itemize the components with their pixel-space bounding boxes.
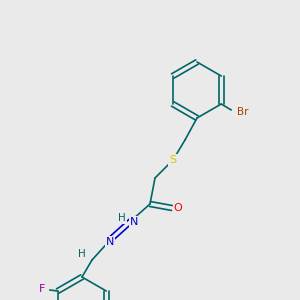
Text: Br: Br [238,107,249,117]
Text: H: H [118,213,126,223]
Text: N: N [130,217,138,227]
Text: F: F [39,284,45,294]
Text: S: S [169,155,177,165]
Text: N: N [106,237,114,247]
Text: H: H [78,249,86,259]
Text: O: O [174,203,182,213]
